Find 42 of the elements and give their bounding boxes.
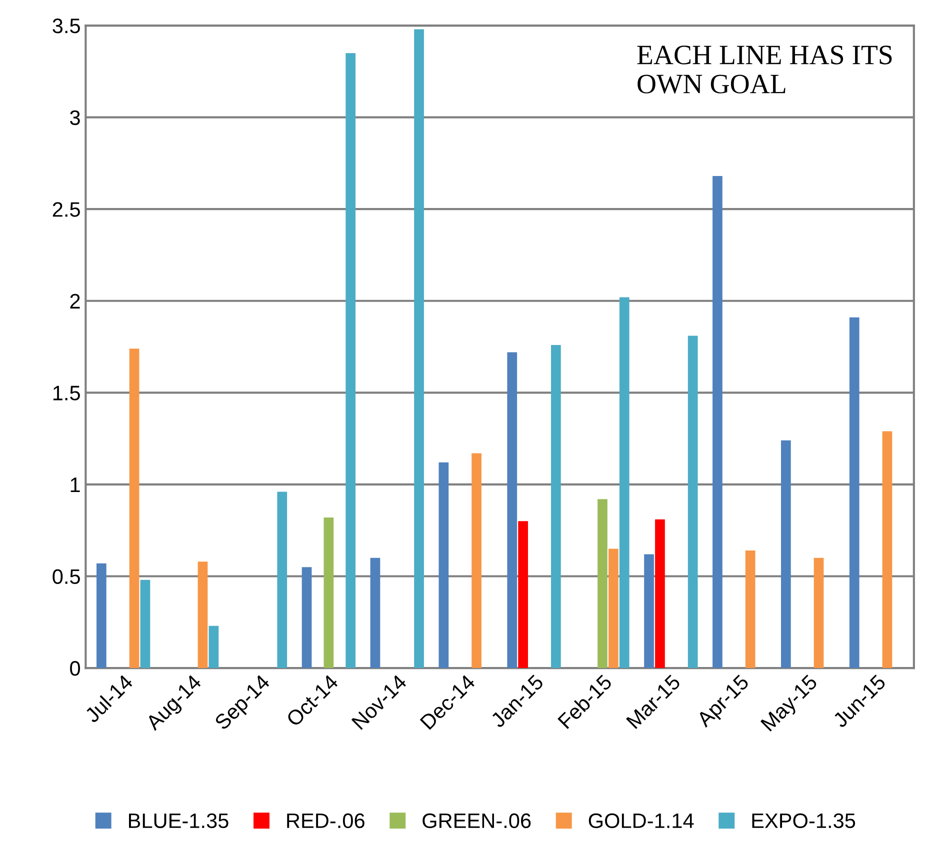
bar — [129, 348, 140, 668]
bar — [882, 431, 892, 668]
legend-label: RED-.06 — [287, 813, 364, 828]
bar — [472, 453, 482, 668]
legend-label: GREEN-.06 — [422, 813, 531, 828]
bar — [96, 563, 106, 668]
bar — [198, 562, 208, 668]
bar — [302, 567, 312, 668]
bar — [277, 492, 288, 668]
bar — [414, 29, 424, 668]
bar — [688, 336, 698, 668]
y-tick-label: 0.5 — [52, 569, 80, 584]
legend-label: EXPO-1.35 — [752, 813, 856, 828]
bar — [712, 176, 722, 668]
y-tick-label: 2 — [70, 294, 80, 308]
bar — [324, 518, 334, 668]
bar — [370, 558, 380, 668]
bar — [655, 519, 665, 668]
bar — [644, 554, 654, 668]
bar — [814, 558, 824, 668]
bar — [745, 550, 756, 668]
bar — [849, 317, 860, 668]
annotation: EACH LINE HAS ITS OWN GOAL — [637, 46, 892, 94]
y-tick-label: 2.5 — [52, 202, 80, 217]
y-tick-label: 3 — [70, 110, 80, 126]
legend-label: GOLD-1.14 — [588, 813, 694, 828]
bar — [438, 462, 449, 668]
bar — [518, 521, 528, 668]
y-tick-label: 0 — [70, 661, 80, 676]
bar — [608, 548, 618, 668]
y-tick-label: 1.5 — [53, 386, 80, 400]
y-tick-label: 1 — [70, 478, 80, 492]
bar — [780, 440, 791, 668]
bar — [208, 626, 219, 668]
bar — [598, 499, 608, 668]
bar — [551, 344, 561, 668]
y-tick-label: 3.5 — [52, 18, 80, 34]
bar — [507, 352, 518, 668]
bar — [619, 297, 630, 668]
legend-label: BLUE-1.35 — [129, 813, 228, 828]
bar — [346, 53, 356, 668]
bar — [140, 580, 150, 668]
